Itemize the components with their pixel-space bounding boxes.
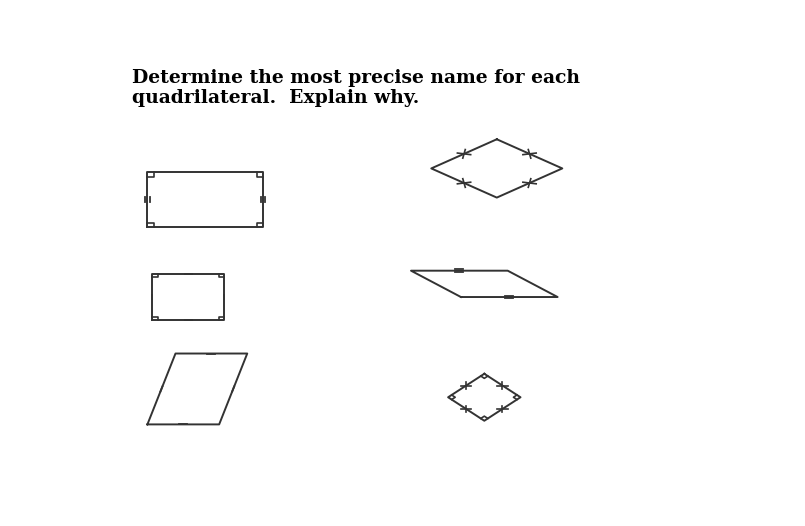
Text: Determine the most precise name for each: Determine the most precise name for each (132, 69, 580, 87)
Text: quadrilateral.  Explain why.: quadrilateral. Explain why. (132, 89, 419, 107)
